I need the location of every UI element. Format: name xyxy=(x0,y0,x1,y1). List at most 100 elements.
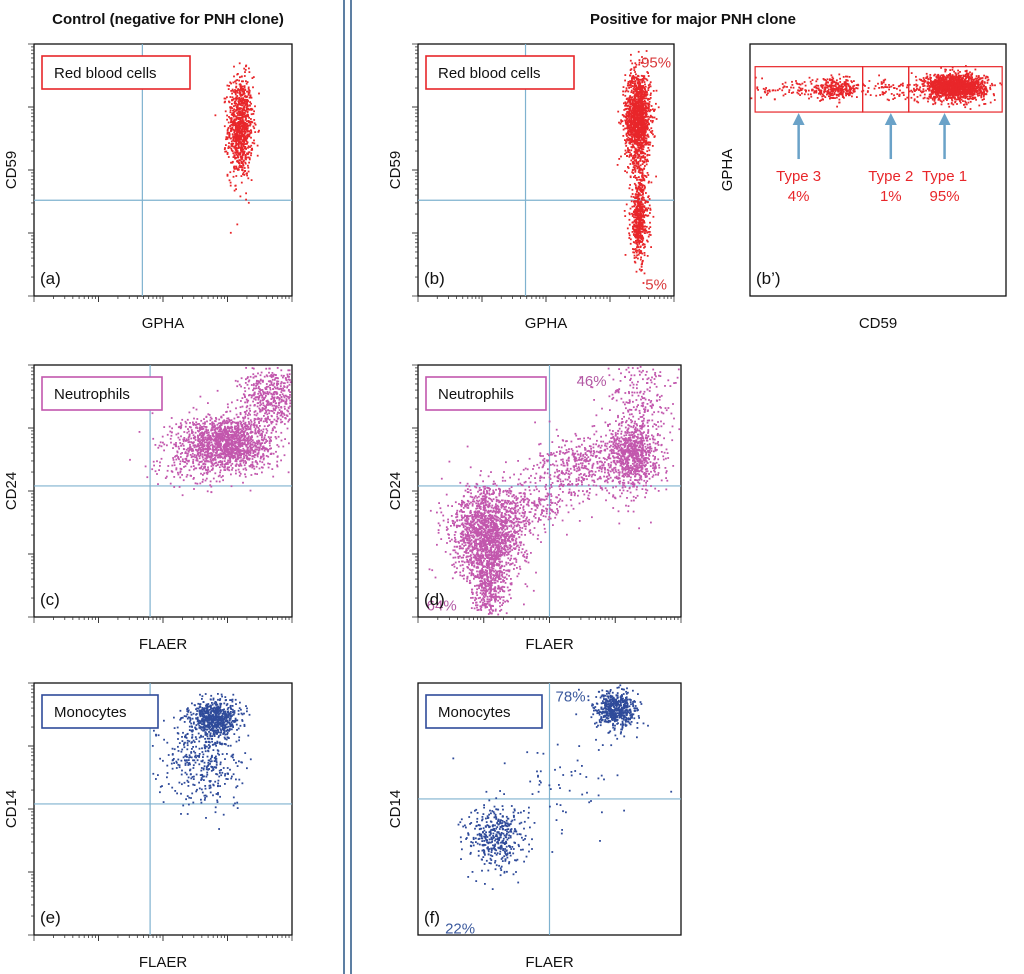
data-point xyxy=(631,101,634,104)
data-point xyxy=(633,126,636,128)
data-point xyxy=(651,145,654,147)
data-point xyxy=(247,134,249,137)
data-point xyxy=(893,97,896,99)
data-point xyxy=(641,105,644,107)
data-point xyxy=(640,183,643,185)
data-point xyxy=(853,80,855,82)
data-point xyxy=(628,127,631,129)
data-point xyxy=(637,75,640,78)
data-point xyxy=(641,263,643,265)
data-point xyxy=(836,105,838,108)
data-point xyxy=(238,164,241,167)
data-point xyxy=(234,89,236,91)
data-point xyxy=(240,75,243,78)
data-point xyxy=(242,112,244,115)
data-point xyxy=(644,126,646,129)
data-point xyxy=(643,94,646,97)
data-point xyxy=(241,80,243,83)
data-point xyxy=(840,83,843,86)
data-point xyxy=(643,76,645,79)
data-point xyxy=(633,76,635,78)
data-point xyxy=(644,228,647,230)
data-point xyxy=(955,88,958,91)
data-point xyxy=(627,147,629,149)
data-point xyxy=(231,92,233,95)
data-point xyxy=(633,260,636,263)
data-point xyxy=(968,95,971,98)
data-point xyxy=(944,94,947,97)
data-point xyxy=(648,110,651,113)
data-point xyxy=(913,87,915,90)
data-point xyxy=(910,72,913,74)
data-point xyxy=(647,143,650,146)
data-point xyxy=(940,81,943,84)
data-point xyxy=(639,158,642,161)
data-point xyxy=(638,221,640,223)
data-point xyxy=(934,88,937,91)
data-point xyxy=(980,81,983,84)
data-point xyxy=(629,207,632,210)
data-point xyxy=(238,152,240,155)
data-point xyxy=(989,101,992,104)
data-point xyxy=(955,98,958,101)
data-point xyxy=(645,159,648,162)
data-point xyxy=(636,111,639,114)
data-point xyxy=(231,161,234,164)
data-point xyxy=(637,106,640,109)
data-point xyxy=(954,78,957,80)
data-point xyxy=(974,89,977,92)
data-point xyxy=(956,79,959,82)
data-point xyxy=(258,92,260,95)
data-point xyxy=(933,95,935,98)
data-point xyxy=(975,98,977,101)
data-point xyxy=(978,92,981,95)
data-point xyxy=(984,77,987,80)
data-point xyxy=(820,85,823,88)
data-point xyxy=(631,122,634,125)
data-point xyxy=(981,87,984,90)
data-point xyxy=(644,200,647,202)
data-point xyxy=(981,79,984,82)
data-point xyxy=(631,188,634,191)
data-point xyxy=(238,79,240,82)
data-point xyxy=(638,234,640,237)
data-point xyxy=(639,235,642,238)
data-point xyxy=(240,101,243,104)
data-point xyxy=(983,90,986,93)
data-point xyxy=(631,131,634,134)
data-point xyxy=(930,89,933,92)
data-point xyxy=(834,90,837,92)
data-point xyxy=(971,81,973,84)
data-point xyxy=(643,216,646,219)
data-point xyxy=(646,71,649,73)
data-point xyxy=(640,104,643,106)
data-point xyxy=(964,79,967,81)
data-point xyxy=(803,93,806,96)
data-point xyxy=(856,87,859,90)
data-point xyxy=(631,128,633,131)
data-point xyxy=(954,72,957,74)
data-point xyxy=(241,148,244,151)
data-point xyxy=(809,80,812,83)
data-point xyxy=(984,86,987,88)
data-point xyxy=(641,269,643,271)
data-point xyxy=(964,96,966,99)
data-point xyxy=(644,115,646,118)
data-point xyxy=(840,91,843,93)
data-point xyxy=(633,135,636,137)
data-point xyxy=(634,221,637,224)
data-point xyxy=(631,212,633,215)
data-point xyxy=(643,178,646,181)
data-point xyxy=(965,103,968,106)
data-point xyxy=(240,175,243,177)
data-point xyxy=(945,91,948,94)
data-point xyxy=(637,138,639,141)
data-point xyxy=(235,102,237,105)
data-point xyxy=(937,86,940,88)
data-point xyxy=(855,84,858,86)
data-point xyxy=(643,225,646,228)
data-point xyxy=(242,120,245,123)
data-point xyxy=(649,81,652,84)
data-point xyxy=(240,122,243,125)
